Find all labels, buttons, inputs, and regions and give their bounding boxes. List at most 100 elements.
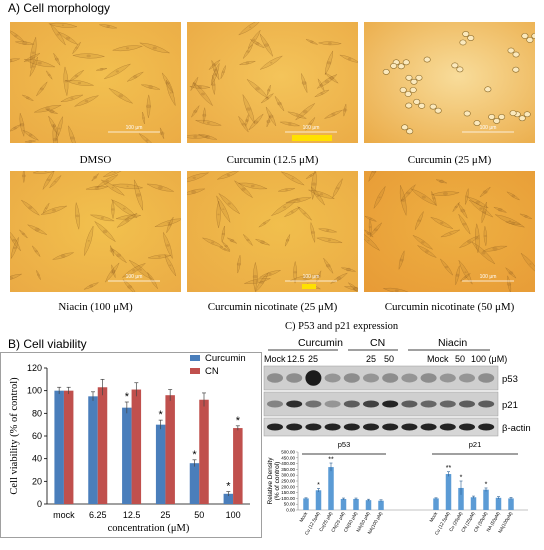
spindle-cell [481, 201, 487, 224]
cell-nucleus [295, 114, 299, 117]
bar [97, 387, 108, 504]
rounded-cell [498, 114, 506, 120]
spindle-cell [468, 199, 494, 218]
spindle-cell [258, 270, 282, 278]
spindle-cell [315, 237, 343, 244]
cell-nucleus [328, 239, 331, 242]
spindle-cell [162, 231, 173, 260]
cell-nucleus [440, 221, 444, 225]
cell-nucleus [168, 223, 172, 227]
rounded-cell [390, 63, 398, 69]
bar [328, 467, 334, 510]
spindle-cell [284, 233, 291, 247]
spindle-cell [111, 199, 115, 220]
cell-nucleus [200, 92, 205, 96]
spindle-cell [75, 201, 80, 231]
cell-nucleus [213, 68, 218, 72]
spindle-cell [458, 235, 480, 249]
rounded-cell [463, 110, 471, 117]
bar [189, 463, 200, 504]
cell-nucleus [75, 214, 80, 218]
spindle-cell [249, 38, 266, 49]
cell-nucleus [152, 46, 157, 50]
spindle-cell [301, 72, 308, 94]
spindle-cell [216, 195, 231, 224]
cell-nucleus [74, 74, 79, 78]
cell-nucleus [256, 280, 259, 282]
spindle-cell [316, 269, 322, 283]
protein-band [363, 400, 379, 408]
spindle-cell [242, 233, 254, 247]
spindle-cell [154, 218, 181, 228]
cell-nucleus [464, 271, 467, 274]
scale-bar-label: 100 μm [126, 274, 143, 280]
spindle-cell [316, 73, 338, 89]
cell-nucleus [227, 202, 231, 205]
cell-nucleus [302, 276, 308, 280]
protein-band [420, 400, 437, 408]
spindle-cell [121, 262, 147, 278]
bar [378, 500, 384, 510]
x-tick-label: 50 [194, 510, 204, 520]
spindle-cell [220, 64, 226, 80]
cell-nucleus [285, 239, 290, 242]
micrograph-background [187, 171, 358, 292]
lane-header: 25 [366, 354, 376, 364]
spindle-cell [53, 52, 61, 66]
blot-row-label: p53 [502, 374, 518, 385]
cell-nucleus [444, 265, 449, 269]
rounded-cell [397, 63, 405, 70]
cell-nucleus [255, 87, 260, 91]
spindle-cell [280, 171, 305, 186]
micrograph-caption: Curcumin (12.5 μM) [226, 154, 319, 166]
bar [303, 498, 309, 510]
protein-band [324, 373, 341, 383]
cell-nucleus [460, 208, 466, 213]
y-tick-label: 40 [32, 454, 42, 464]
spindle-cell [369, 222, 383, 238]
rounded-cell [402, 59, 410, 66]
cell-nucleus [373, 228, 378, 232]
cell-nucleus [308, 122, 312, 125]
spindle-cell [146, 183, 175, 192]
x-tick-label: Mock [299, 510, 309, 523]
spindle-cell [187, 188, 206, 195]
cell-nucleus [54, 180, 57, 183]
cell-nucleus [46, 178, 51, 182]
spindle-cell [14, 41, 35, 45]
cell-nucleus [342, 108, 348, 112]
cell-nucleus [102, 229, 108, 234]
spindle-cell [190, 76, 199, 92]
cell-nucleus [246, 107, 252, 111]
cell-nucleus [291, 177, 294, 180]
y-tick-label: 100 [27, 386, 42, 396]
spindle-cell [364, 233, 381, 252]
spindle-cell [73, 95, 100, 107]
cell-nucleus [34, 227, 40, 232]
cell-nucleus [22, 41, 28, 45]
cell-nucleus [465, 195, 469, 198]
spindle-cell [317, 228, 338, 233]
cell-nucleus [329, 76, 334, 80]
x-axis-label: concentration (μM) [108, 523, 190, 534]
cell-nucleus [70, 97, 74, 100]
micrograph: 100 μm [364, 22, 535, 143]
cell-nucleus [226, 173, 231, 177]
rounded-cell [488, 114, 496, 120]
spindle-cell [26, 224, 48, 236]
cell-viability-chart: 0 20 40 60 80 100 120 Cell viability (% of cont… [0, 352, 262, 538]
spindle-cell [10, 231, 22, 252]
cell-nucleus [211, 241, 215, 244]
cell-nucleus [253, 38, 256, 41]
rounded-cell [523, 111, 531, 118]
cell-nucleus [87, 240, 90, 242]
cell-nucleus [146, 104, 152, 109]
spindle-cell [139, 42, 171, 54]
protein-band [305, 423, 322, 431]
cell-nucleus [301, 81, 307, 85]
cell-nucleus [165, 81, 170, 85]
protein-band [324, 400, 341, 408]
cell-nucleus [10, 59, 13, 63]
cell-nucleus [259, 280, 264, 284]
panel-a-title: A) Cell morphology [8, 1, 111, 15]
